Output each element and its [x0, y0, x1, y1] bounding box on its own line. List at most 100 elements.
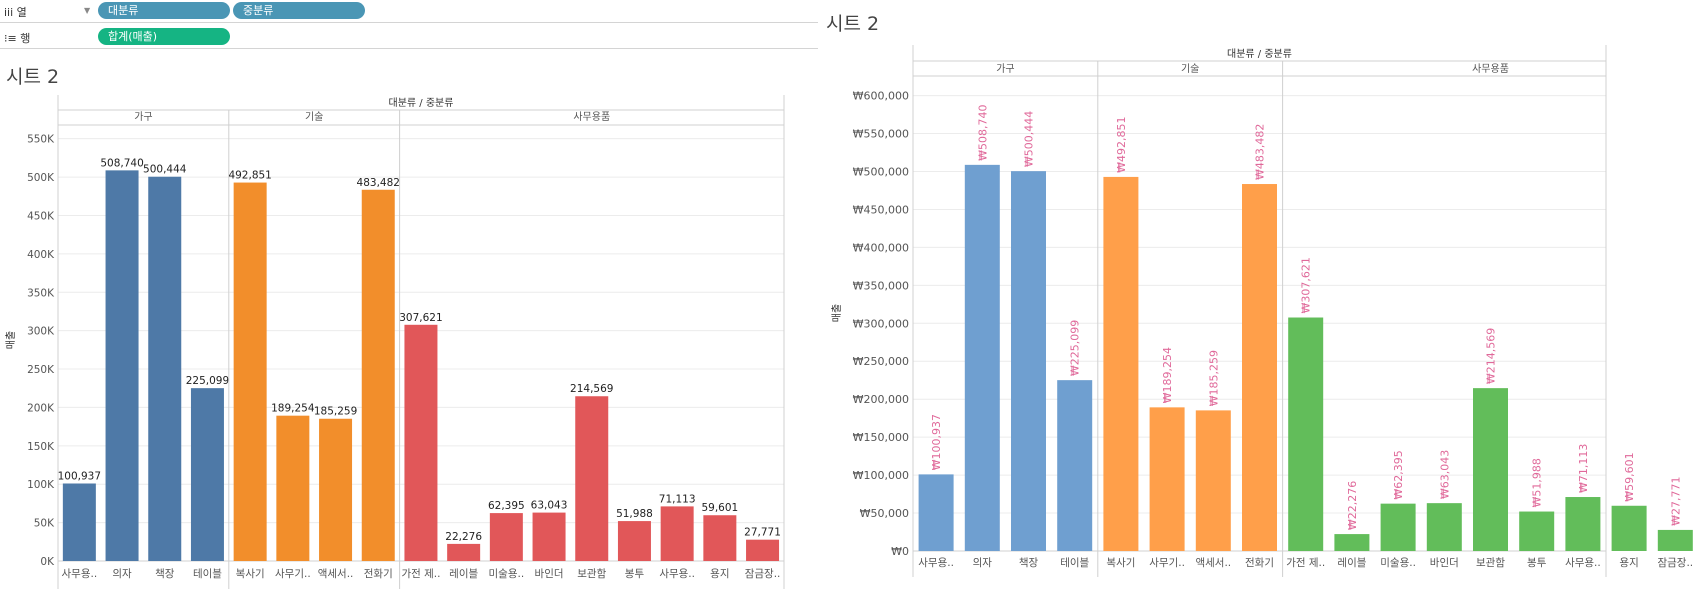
bar	[1565, 497, 1601, 551]
y-tick-label: ₩450,000	[853, 203, 909, 216]
bar	[1519, 511, 1555, 551]
data-label: 500,444	[143, 164, 187, 176]
y-tick-label: 400K	[27, 249, 55, 261]
data-label: 59,601	[701, 502, 738, 514]
data-label: ₩22,276	[1346, 481, 1359, 530]
data-label: 307,621	[399, 312, 442, 324]
header-title: 대분류 / 중분류	[389, 97, 454, 109]
bar	[1380, 503, 1416, 551]
data-label: ₩492,851	[1115, 117, 1128, 173]
x-category-label: 복사기	[236, 568, 265, 580]
data-label: ₩225,099	[1069, 320, 1082, 376]
rows-shelf-label: ⁝≡ 행	[4, 32, 31, 45]
y-tick-label: ₩400,000	[853, 241, 909, 254]
x-category-label: 잠금장..	[745, 568, 781, 580]
data-label: ₩500,444	[1023, 111, 1036, 167]
x-category-label: 사무용..	[918, 557, 954, 569]
group-header-0: 가구	[996, 63, 1014, 75]
x-category-label: 의자	[112, 568, 132, 580]
data-label: ₩51,988	[1531, 458, 1544, 507]
pill-sub-category[interactable]: 중분류	[233, 2, 365, 19]
x-category-label: 사무기..	[275, 568, 311, 580]
x-category-label: 봉투	[625, 568, 645, 580]
bar	[1657, 529, 1693, 551]
data-label: 185,259	[314, 406, 357, 418]
x-category-label: 책장	[1019, 557, 1039, 569]
x-category-label: 보관함	[577, 568, 606, 580]
y-tick-label: ₩0	[891, 545, 909, 558]
bar	[447, 543, 481, 561]
x-category-label: 테이블	[1060, 557, 1089, 569]
rows-shelf[interactable]: ⁝≡ 행 합계(매출)	[0, 26, 818, 49]
y-tick-label: ₩50,000	[860, 507, 909, 520]
y-tick-label: ₩600,000	[853, 90, 909, 103]
header-title: 대분류 / 중분류	[1227, 48, 1292, 60]
data-label: 225,099	[186, 375, 229, 387]
bar	[1057, 380, 1093, 551]
y-tick-label: ₩250,000	[853, 355, 909, 368]
data-label: ₩100,937	[930, 414, 943, 470]
y-tick-label: 550K	[27, 134, 55, 146]
data-label: ₩185,259	[1207, 350, 1220, 406]
data-label: 71,113	[659, 493, 696, 505]
bar	[918, 474, 954, 551]
columns-shelf-label: iii 열	[4, 6, 27, 19]
pill-major-category[interactable]: 대분류	[98, 2, 230, 19]
x-category-label: 의자	[973, 557, 993, 569]
bar-chart-right: ₩0 ₩50,000 ₩100,000 ₩150,000 ₩200,000 ₩250,00…	[831, 45, 1693, 577]
x-category-label: 책장	[155, 568, 175, 580]
x-category-label: 레이블	[449, 568, 478, 580]
bar	[1242, 184, 1277, 551]
x-category-label: 용지	[710, 568, 729, 580]
x-category-label: 전화기	[1245, 557, 1274, 569]
bar	[1011, 171, 1046, 552]
data-label: ₩483,482	[1254, 124, 1267, 180]
bar-chart-left: 0K 50K 100K 150K 200K 250K 300K 350K 400K 450K 500…	[5, 95, 785, 589]
x-category-label: 잠금장..	[1657, 557, 1693, 569]
group-header-2: 사무용품	[573, 111, 610, 123]
data-label: 483,482	[357, 177, 400, 189]
data-label: ₩307,621	[1300, 257, 1313, 313]
bar	[1611, 505, 1647, 551]
y-tick-label: 50K	[34, 518, 55, 530]
x-category-label: 액세서..	[1195, 557, 1231, 569]
bar	[489, 513, 523, 561]
bar	[233, 182, 267, 561]
data-label: ₩63,043	[1438, 450, 1451, 499]
chevron-down-icon[interactable]: ▼	[84, 6, 91, 15]
y-tick-label: 450K	[27, 210, 55, 222]
sheet-title: 시트 2	[826, 13, 880, 35]
y-tick-label: ₩500,000	[853, 165, 909, 178]
x-category-label: 미술용..	[1380, 557, 1416, 569]
bar	[964, 164, 1000, 551]
y-tick-label: 100K	[27, 479, 55, 491]
bar	[62, 483, 96, 561]
data-label: ₩189,254	[1161, 347, 1174, 403]
y-tick-label: ₩350,000	[853, 279, 909, 292]
x-category-label: 액세서..	[318, 568, 354, 580]
bar	[404, 324, 438, 561]
pill-sum-sales[interactable]: 합계(매출)	[98, 28, 230, 45]
data-label: 22,276	[445, 531, 482, 543]
data-label: 51,988	[616, 508, 653, 520]
data-label: 189,254	[271, 403, 315, 415]
x-category-label: 미술용..	[489, 568, 525, 580]
data-label: ₩71,113	[1577, 444, 1590, 493]
right-sheet-panel: 시트 2 ₩0 ₩50,000 ₩100,000 ₩150,000 ₩200,000 ₩2…	[818, 0, 1706, 589]
bar	[532, 512, 566, 561]
x-category-label: 테이블	[193, 568, 222, 580]
bar	[1473, 388, 1508, 551]
data-label: ₩27,771	[1669, 477, 1682, 526]
y-tick-label: ₩100,000	[853, 469, 909, 482]
group-header-0: 가구	[134, 111, 152, 123]
x-category-label: 봉투	[1527, 557, 1547, 569]
data-label: 214,569	[570, 383, 613, 395]
x-category-label: 전화기	[364, 568, 393, 580]
y-axis-label: 매출	[831, 304, 843, 322]
data-label: 100,937	[58, 470, 101, 482]
y-tick-label: ₩550,000	[853, 128, 909, 141]
x-category-label: 사무용..	[659, 568, 695, 580]
y-tick-label: 250K	[27, 364, 55, 376]
data-label: 492,851	[228, 170, 271, 182]
columns-shelf[interactable]: iii 열 ▼ 대분류 중분류	[0, 0, 818, 23]
